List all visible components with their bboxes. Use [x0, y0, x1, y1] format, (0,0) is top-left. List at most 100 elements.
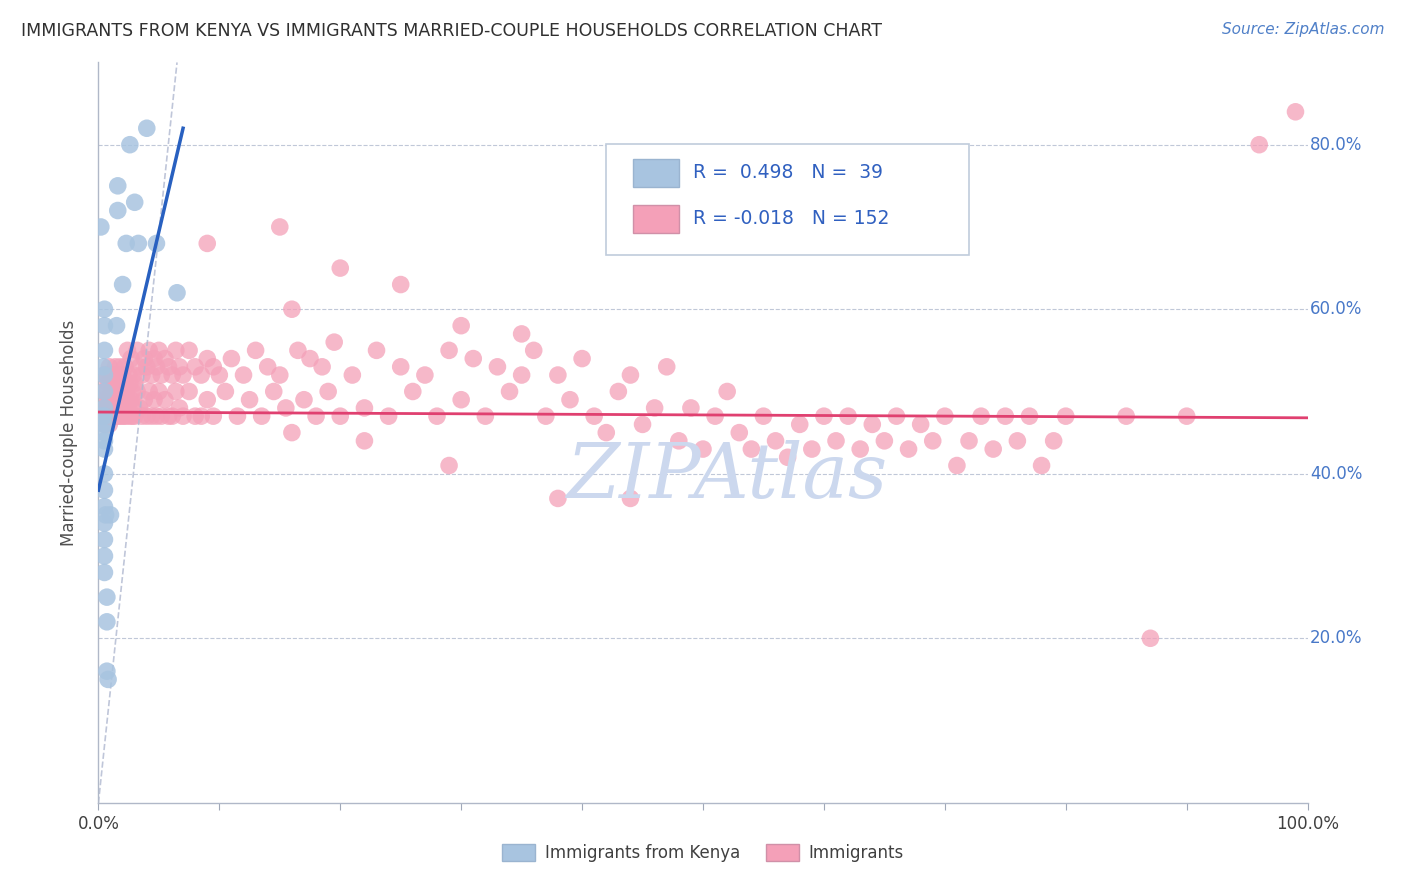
Point: [329, 261, 352, 276]
Point: [118, 409, 141, 424]
Point: [837, 409, 859, 424]
Point: [166, 285, 188, 300]
Point: [93, 467, 115, 481]
Point: [994, 409, 1017, 424]
Point: [93, 401, 115, 415]
Point: [179, 384, 201, 399]
Point: [153, 351, 176, 366]
Text: R =  0.498   N =  39: R = 0.498 N = 39: [693, 163, 883, 182]
Point: [1054, 409, 1077, 424]
Point: [523, 343, 546, 358]
Point: [813, 409, 835, 424]
Point: [534, 409, 557, 424]
Point: [100, 384, 122, 399]
Point: [93, 500, 115, 514]
Point: [141, 409, 163, 424]
Point: [90, 219, 112, 234]
Point: [510, 368, 533, 382]
Point: [107, 368, 129, 382]
Point: [921, 434, 943, 448]
Point: [202, 359, 225, 374]
Point: [114, 392, 136, 407]
Point: [316, 384, 339, 399]
Point: [619, 368, 641, 382]
Point: [93, 318, 115, 333]
Point: [134, 351, 156, 366]
Point: [118, 401, 141, 415]
Point: [195, 392, 218, 407]
Point: [93, 434, 115, 448]
Point: [157, 359, 180, 374]
Point: [104, 392, 127, 407]
Point: [107, 203, 129, 218]
Point: [172, 409, 194, 424]
Point: [94, 508, 117, 522]
Point: [558, 392, 581, 407]
Point: [131, 409, 153, 424]
Point: [111, 277, 134, 292]
Text: Source: ZipAtlas.com: Source: ZipAtlas.com: [1222, 22, 1385, 37]
Point: [108, 376, 131, 391]
Point: [121, 409, 143, 424]
Point: [323, 335, 346, 350]
Point: [498, 384, 520, 399]
Point: [1007, 434, 1029, 448]
Point: [946, 458, 969, 473]
Point: [105, 318, 128, 333]
Point: [1249, 137, 1271, 152]
Point: [583, 409, 606, 424]
Point: [127, 384, 149, 399]
Point: [134, 392, 156, 407]
Point: [89, 409, 111, 424]
Point: [101, 368, 124, 382]
Point: [93, 425, 115, 440]
Point: [595, 425, 617, 440]
Point: [111, 401, 134, 415]
Point: [692, 442, 714, 456]
Point: [256, 359, 278, 374]
Point: [108, 392, 131, 407]
Point: [98, 392, 121, 407]
Point: [122, 368, 145, 382]
Point: [160, 409, 183, 424]
Point: [619, 491, 641, 506]
Point: [214, 384, 236, 399]
Point: [97, 401, 120, 415]
Point: [825, 434, 848, 448]
Point: [679, 401, 702, 415]
Point: [292, 392, 315, 407]
Point: [93, 384, 115, 399]
Point: [143, 392, 166, 407]
Point: [342, 368, 364, 382]
Point: [124, 195, 146, 210]
Point: [93, 483, 115, 498]
Point: [91, 409, 114, 424]
Point: [96, 409, 118, 424]
Point: [849, 442, 872, 456]
Point: [607, 384, 630, 399]
Point: [239, 392, 262, 407]
Point: [114, 359, 136, 374]
Point: [112, 409, 135, 424]
Point: [135, 121, 157, 136]
Text: 20.0%: 20.0%: [1310, 629, 1362, 648]
Point: [150, 368, 173, 382]
Point: [97, 673, 120, 687]
Point: [107, 178, 129, 193]
Point: [981, 442, 1004, 456]
Point: [631, 417, 654, 432]
Point: [93, 368, 115, 382]
Point: [389, 277, 412, 292]
Point: [148, 384, 170, 399]
Point: [571, 351, 593, 366]
Point: [169, 359, 191, 374]
Point: [190, 368, 212, 382]
Point: [934, 409, 956, 424]
Point: [716, 384, 738, 399]
Point: [105, 409, 128, 424]
Point: [145, 236, 167, 251]
Point: [172, 368, 194, 382]
Point: [100, 409, 122, 424]
Point: [122, 401, 145, 415]
Point: [111, 368, 134, 382]
